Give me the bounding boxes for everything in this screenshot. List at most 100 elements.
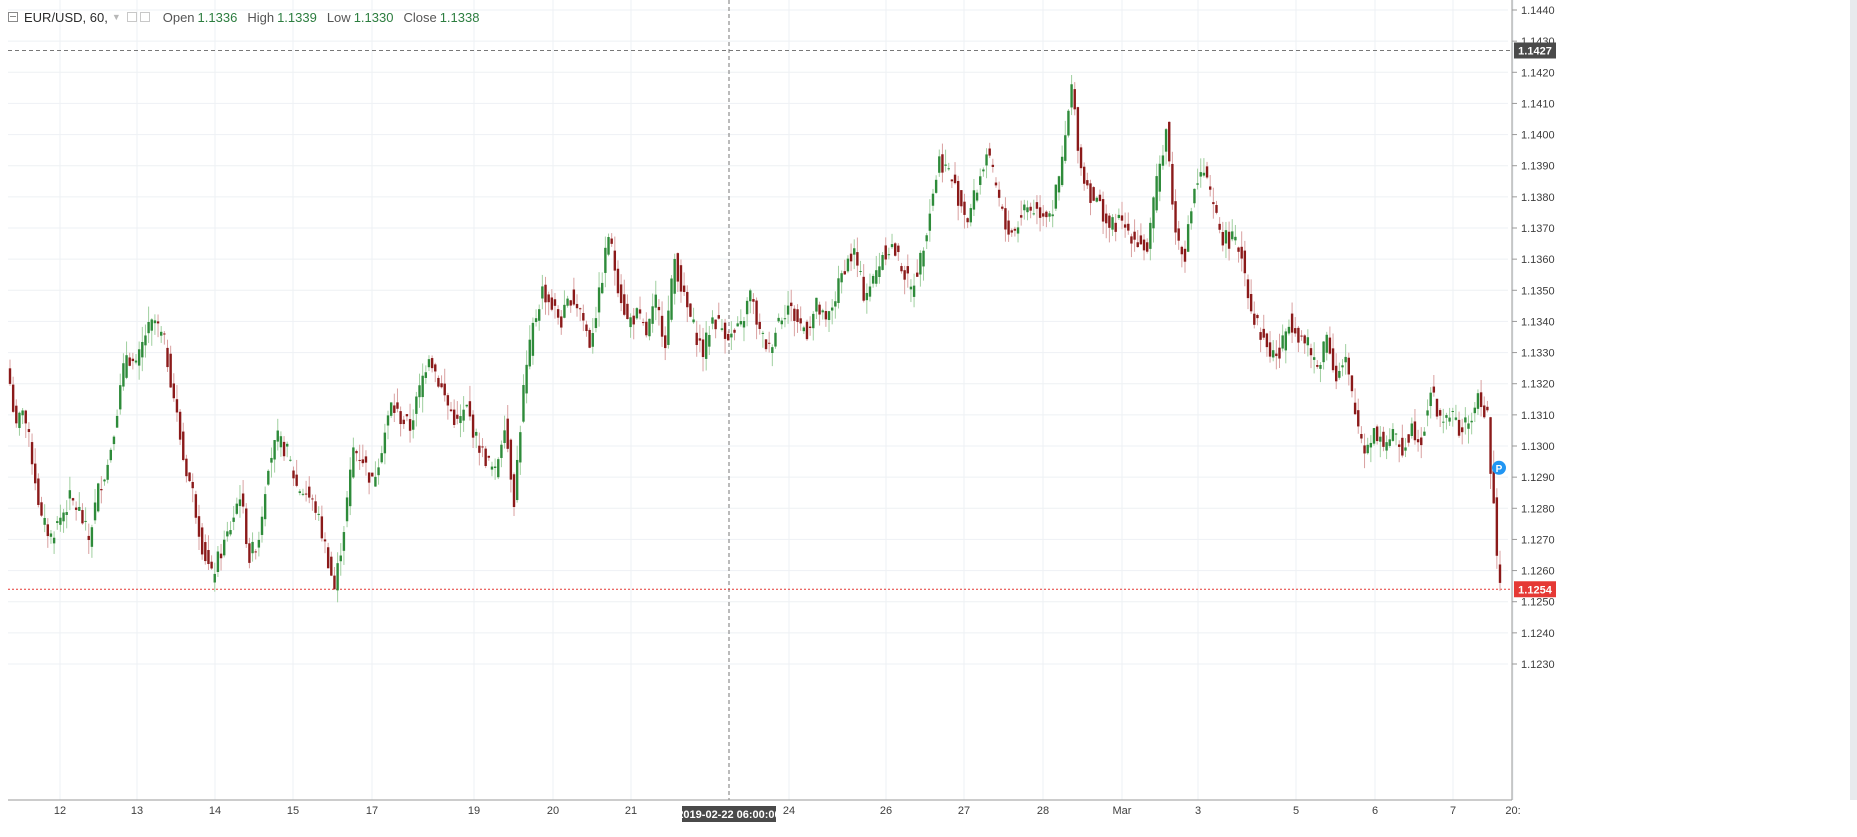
candle — [263, 486, 267, 527]
candle — [531, 317, 535, 365]
candle — [298, 489, 302, 496]
candle — [1464, 407, 1467, 435]
close-label: Close — [403, 9, 437, 25]
candle — [103, 478, 106, 486]
candle — [1457, 411, 1461, 438]
candle — [840, 270, 843, 294]
open-label: Open — [162, 9, 195, 25]
x-tick-label: 28 — [1037, 805, 1049, 817]
y-tick-label: 1.1400 — [1521, 130, 1555, 142]
candle — [308, 476, 311, 504]
candle — [733, 328, 736, 341]
candle — [723, 318, 727, 354]
candle — [452, 399, 456, 429]
candle — [1451, 407, 1454, 427]
candle — [251, 532, 254, 562]
candle — [18, 411, 21, 436]
candle — [160, 326, 163, 343]
collapse-icon[interactable] — [8, 12, 18, 22]
candle — [405, 414, 409, 422]
candle — [449, 401, 453, 413]
candle — [856, 237, 859, 278]
candle — [597, 272, 601, 327]
candle — [1199, 158, 1202, 188]
candle — [1442, 408, 1445, 434]
candle — [862, 264, 865, 303]
candle — [15, 399, 18, 428]
candle — [607, 233, 610, 257]
candle — [1073, 82, 1076, 116]
candle — [956, 175, 960, 221]
candle — [462, 396, 465, 432]
candle — [1019, 200, 1023, 226]
candle — [736, 316, 739, 327]
candle — [755, 297, 758, 340]
high-value: 1.1339 — [277, 9, 317, 25]
candle — [796, 304, 799, 333]
candle — [8, 359, 12, 386]
candle — [235, 497, 239, 516]
candle — [286, 441, 289, 458]
candle — [1133, 219, 1136, 252]
crosshair — [8, 0, 1512, 800]
candle — [604, 236, 607, 288]
symbol-label[interactable]: EUR/USD, 60, — [24, 9, 108, 25]
candle — [361, 444, 365, 467]
candle — [1445, 412, 1448, 430]
event-marker-icon[interactable] — [1492, 460, 1506, 475]
candle — [947, 162, 950, 171]
candle — [1268, 331, 1272, 363]
candle — [1275, 340, 1278, 370]
candle — [635, 307, 639, 320]
candle — [459, 404, 462, 438]
candle — [997, 181, 1001, 207]
hide-icon[interactable] — [139, 12, 150, 22]
candle — [380, 445, 383, 464]
candle — [1253, 301, 1256, 329]
candle — [1032, 199, 1035, 216]
low-value: 1.1330 — [353, 9, 394, 25]
candle — [578, 307, 582, 322]
candle — [1149, 217, 1152, 261]
candle — [358, 444, 361, 470]
candle — [364, 450, 368, 476]
candle — [575, 294, 579, 317]
candle — [1316, 360, 1319, 369]
crosshair-time-badge — [682, 806, 776, 822]
price-badges: 1.1427 1.1254 2019-02-22 06:00:00 P — [677, 42, 1556, 822]
candle — [166, 339, 169, 372]
candle — [200, 523, 204, 560]
candle — [1382, 426, 1385, 452]
candle — [979, 168, 982, 195]
candle — [909, 279, 913, 303]
candle — [100, 476, 103, 504]
candle — [708, 325, 711, 356]
candle — [465, 404, 468, 408]
candle — [975, 189, 979, 203]
candle — [1423, 427, 1426, 436]
candle — [144, 324, 147, 358]
candle — [808, 316, 812, 336]
candle — [1054, 184, 1058, 212]
candle — [1023, 199, 1026, 220]
candle — [65, 500, 68, 529]
candle — [1397, 440, 1401, 463]
candle — [1145, 238, 1149, 254]
candle — [497, 457, 500, 480]
candle — [1460, 418, 1464, 445]
candle — [1454, 404, 1458, 421]
candle — [916, 259, 919, 277]
candle — [43, 504, 46, 533]
candle — [289, 455, 292, 462]
settings-icon[interactable] — [126, 12, 137, 22]
candle — [386, 410, 390, 440]
candle — [1312, 342, 1316, 374]
candle — [292, 466, 295, 487]
candle — [1234, 224, 1237, 245]
candle — [1231, 219, 1234, 242]
scrollbar[interactable] — [1850, 0, 1857, 800]
chevron-down-icon[interactable]: ▼ — [111, 12, 121, 22]
candle — [427, 355, 431, 371]
